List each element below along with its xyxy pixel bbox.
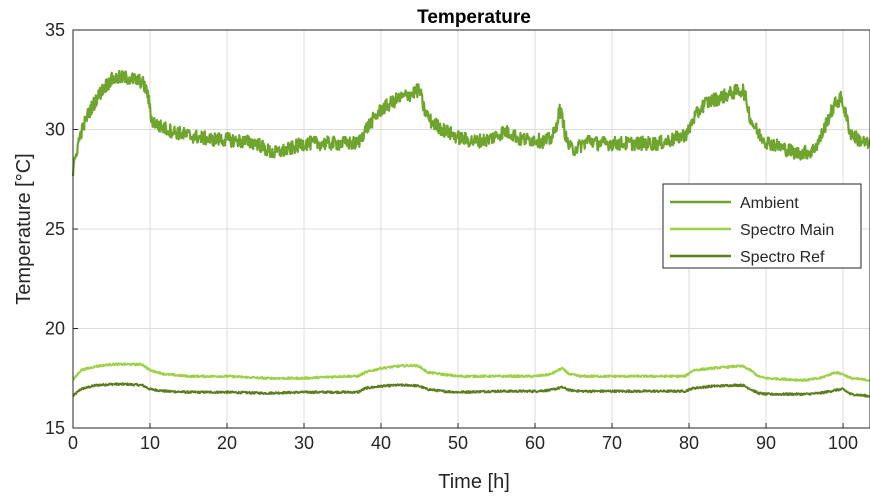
- legend: Ambient Spectro Main Spectro Ref: [662, 183, 862, 269]
- chart-title: Temperature: [417, 7, 531, 28]
- x-axis-label: Time [h]: [438, 471, 510, 493]
- y-axis-label: Temperature [°C]: [13, 153, 35, 304]
- x-tick-label: 100: [828, 433, 858, 453]
- x-tick-label: 60: [525, 433, 545, 453]
- x-tick-label: 90: [756, 433, 776, 453]
- legend-label-1: Spectro Main: [740, 222, 834, 239]
- legend-label-0: Ambient: [740, 195, 799, 212]
- series-line-0: [71, 69, 870, 177]
- x-tick-label: 40: [371, 433, 391, 453]
- x-axis-ticks: 0 10 20 30 40 50 60 70 80 90 100: [68, 423, 858, 453]
- series-line-1: [72, 362, 870, 382]
- legend-label-2: Spectro Ref: [740, 249, 825, 266]
- y-axis-ticks: 15 20 25 30 35: [45, 20, 78, 438]
- x-tick-label: 80: [679, 433, 699, 453]
- x-tick-label: 10: [140, 433, 160, 453]
- x-tick-label: 20: [217, 433, 237, 453]
- series-layer: [71, 69, 870, 398]
- y-tick-label: 35: [45, 20, 65, 40]
- y-tick-label: 15: [45, 418, 65, 438]
- y-tick-label: 30: [45, 120, 65, 140]
- y-tick-label: 20: [45, 319, 65, 339]
- x-tick-label: 50: [448, 433, 468, 453]
- legend-box: [662, 183, 862, 269]
- x-tick-label: 70: [602, 433, 622, 453]
- y-tick-label: 25: [45, 219, 65, 239]
- x-tick-label: 30: [294, 433, 314, 453]
- x-tick-label: 0: [68, 433, 78, 453]
- series-line-2: [72, 382, 870, 398]
